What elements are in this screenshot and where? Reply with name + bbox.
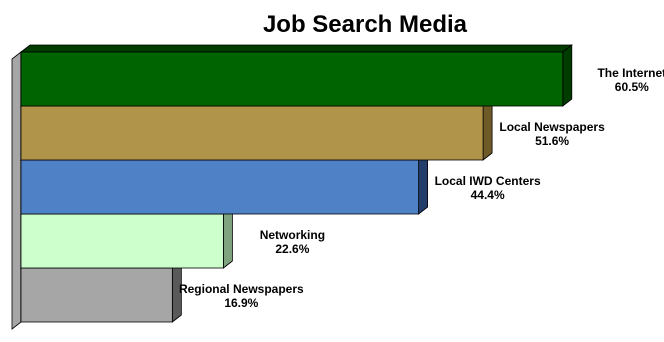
category-label-regional-newspapers: Regional Newspapers [179, 282, 304, 296]
bar-the-internet [19, 44, 573, 107]
value-label-local-newspapers: 51.6% [535, 134, 569, 148]
category-label-the-internet: The Internet [597, 66, 664, 80]
wall-depth-face [11, 51, 22, 330]
value-label-local-iwd-centers: 44.4% [471, 188, 505, 202]
bar-front-the-internet [20, 51, 564, 107]
chart-wall [11, 51, 22, 330]
value-label-the-internet: 60.5% [615, 80, 649, 94]
category-label-networking: Networking [260, 228, 325, 242]
category-label-local-iwd-centers: Local IWD Centers [435, 174, 541, 188]
bar-networking [19, 206, 234, 269]
bar-side-local-iwd-centers [418, 152, 429, 215]
bar-front-local-iwd-centers [20, 159, 420, 215]
bar-side-local-newspapers [482, 98, 493, 161]
bar-local-iwd-centers [19, 152, 429, 215]
bar-front-local-newspapers [20, 105, 484, 161]
bar-local-newspapers [19, 98, 494, 161]
bar-front-networking [20, 213, 224, 269]
bar-front-regional-newspapers [20, 267, 173, 323]
bar-regional-newspapers [19, 260, 183, 323]
value-label-networking: 22.6% [275, 242, 309, 256]
chart-title: Job Search Media [263, 11, 468, 38]
value-label-regional-newspapers: 16.9% [224, 296, 258, 310]
bar-side-the-internet [562, 44, 573, 107]
bar-top-the-internet [19, 44, 573, 53]
bar-side-networking [222, 206, 233, 269]
bars-group [19, 44, 573, 323]
category-label-local-newspapers: Local Newspapers [499, 120, 605, 134]
